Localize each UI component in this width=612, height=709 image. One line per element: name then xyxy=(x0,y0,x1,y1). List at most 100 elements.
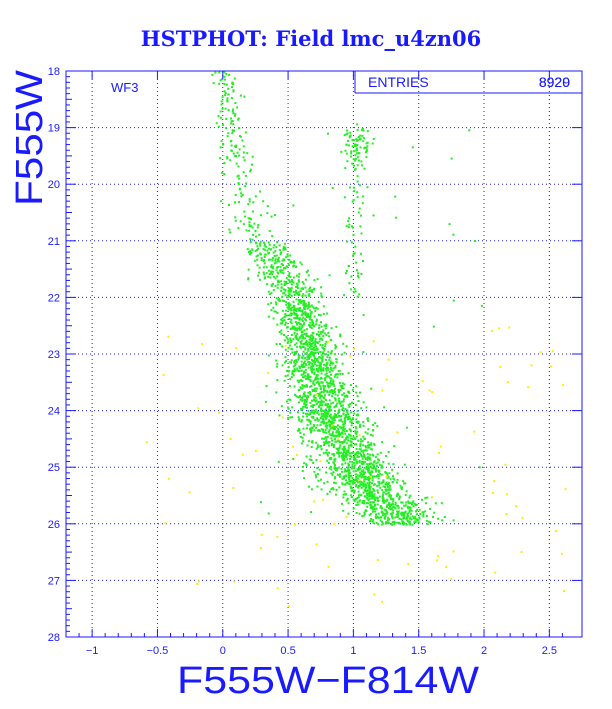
outlier-point xyxy=(396,431,399,434)
star-point xyxy=(372,519,375,521)
star-point xyxy=(316,424,319,427)
star-point xyxy=(289,411,292,414)
star-point xyxy=(404,511,407,514)
star-point xyxy=(368,481,371,484)
star-point xyxy=(357,496,360,499)
star-point xyxy=(371,510,374,513)
star-point xyxy=(297,416,300,419)
star-point xyxy=(315,378,318,381)
star-point xyxy=(320,409,323,412)
star-point xyxy=(332,381,335,384)
outlier-point xyxy=(560,552,563,555)
star-point xyxy=(344,419,347,422)
star-point xyxy=(348,428,351,431)
star-point xyxy=(308,287,311,290)
star-point xyxy=(362,485,365,488)
giant-branch-point xyxy=(362,195,365,198)
star-point xyxy=(315,441,318,444)
star-point xyxy=(324,373,327,376)
giant-branch-point xyxy=(356,175,359,178)
star-point xyxy=(332,421,335,424)
outlier-point xyxy=(498,327,501,330)
star-point xyxy=(332,417,335,420)
star-point xyxy=(299,386,302,389)
star-point xyxy=(325,416,328,419)
star-point xyxy=(297,358,300,361)
star-point xyxy=(368,514,371,517)
star-point xyxy=(287,366,290,369)
star-point xyxy=(221,171,224,174)
star-point xyxy=(304,347,307,350)
star-point xyxy=(367,419,370,422)
star-point xyxy=(300,363,303,366)
star-point xyxy=(293,294,296,296)
star-point xyxy=(369,433,372,436)
star-point xyxy=(349,480,352,483)
star-point xyxy=(236,175,239,178)
star-point xyxy=(363,456,366,459)
star-point xyxy=(324,379,327,382)
star-point xyxy=(234,113,237,116)
star-point xyxy=(367,469,370,471)
star-point xyxy=(334,397,337,400)
star-point xyxy=(330,382,333,385)
star-point xyxy=(282,264,284,267)
star-point xyxy=(324,364,327,367)
star-point xyxy=(301,295,304,297)
outlier-point xyxy=(345,516,348,519)
clump-point xyxy=(357,136,360,139)
star-point xyxy=(343,383,346,386)
star-point xyxy=(364,509,367,512)
star-point xyxy=(255,235,257,238)
star-point xyxy=(348,416,351,418)
star-point xyxy=(270,265,273,268)
star-point xyxy=(310,327,313,330)
star-point xyxy=(237,174,240,177)
outlier-point xyxy=(229,438,232,440)
star-point xyxy=(301,331,304,333)
star-point xyxy=(308,362,311,365)
star-point xyxy=(293,332,296,335)
star-point xyxy=(287,264,290,267)
clump-point xyxy=(348,136,351,139)
star-point xyxy=(331,453,334,456)
y-tick-label: 26 xyxy=(48,519,60,531)
star-point xyxy=(392,509,395,512)
giant-branch-point xyxy=(350,155,353,158)
star-point xyxy=(363,501,366,503)
outlier-point xyxy=(450,578,453,581)
star-point xyxy=(282,292,285,295)
star-point xyxy=(217,115,220,117)
star-point xyxy=(341,478,344,481)
star-point xyxy=(229,159,232,162)
star-point xyxy=(341,458,344,461)
star-point xyxy=(334,387,337,390)
scatter-point xyxy=(292,457,295,460)
star-point xyxy=(318,394,321,397)
star-point xyxy=(273,310,276,313)
star-point xyxy=(329,390,332,393)
star-point xyxy=(361,515,364,517)
star-point xyxy=(311,440,314,443)
chip-annotation: WF3 xyxy=(111,80,138,95)
star-point xyxy=(326,356,329,359)
star-point xyxy=(312,415,315,418)
star-point xyxy=(333,454,336,457)
star-point xyxy=(347,403,350,406)
star-point xyxy=(259,244,262,247)
star-point xyxy=(303,399,306,401)
outlier-point xyxy=(504,463,507,466)
scatter-point xyxy=(395,216,398,219)
star-point xyxy=(310,350,313,353)
star-point xyxy=(313,279,316,282)
star-point xyxy=(333,477,336,480)
star-point xyxy=(304,404,307,406)
star-point xyxy=(315,447,318,450)
star-point xyxy=(411,523,414,526)
star-point xyxy=(277,265,280,268)
outlier-point xyxy=(198,580,200,583)
star-point xyxy=(336,451,338,454)
star-point xyxy=(285,303,288,306)
star-point xyxy=(262,200,265,203)
star-point xyxy=(326,424,329,427)
